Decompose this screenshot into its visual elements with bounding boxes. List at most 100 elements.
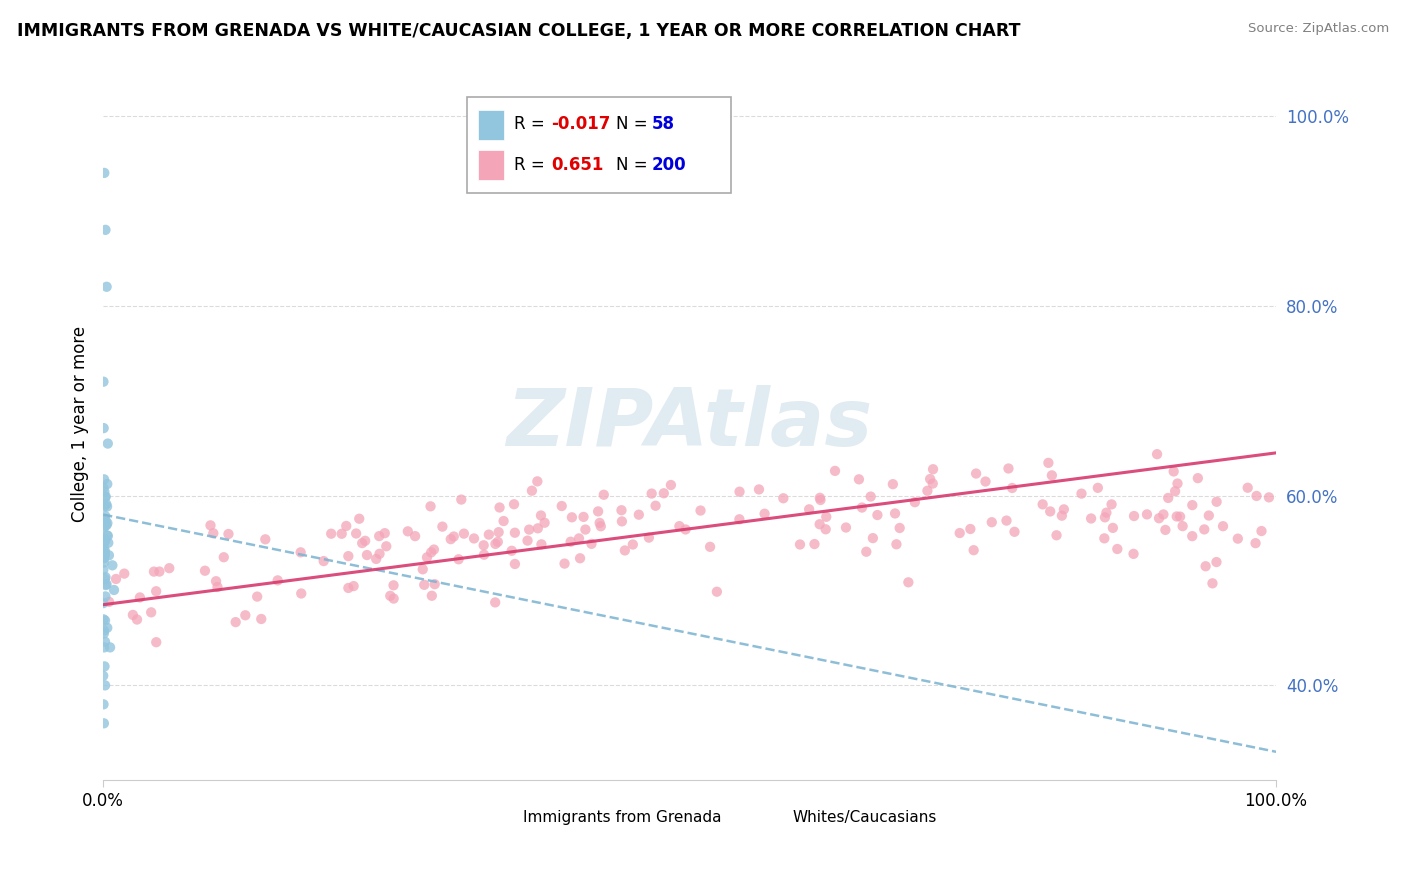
Point <box>1101 497 1123 511</box>
Point <box>93 500 115 514</box>
Point <box>93 624 115 638</box>
Point <box>586 504 609 518</box>
Point <box>789 537 811 551</box>
FancyBboxPatch shape <box>467 97 731 193</box>
Point <box>1181 529 1204 543</box>
Point <box>974 475 997 489</box>
Point <box>675 523 697 537</box>
Point <box>478 527 501 541</box>
Point <box>568 532 591 546</box>
Point <box>995 514 1018 528</box>
Point <box>98 640 121 655</box>
Point <box>963 543 986 558</box>
Point <box>659 478 682 492</box>
Point <box>440 532 463 546</box>
Point <box>94 490 117 504</box>
Point <box>93 520 115 534</box>
Point <box>706 584 728 599</box>
Point <box>423 577 446 591</box>
Point <box>808 491 831 505</box>
Point <box>266 574 288 588</box>
Point <box>949 526 972 541</box>
Point <box>589 519 612 533</box>
Point <box>344 526 367 541</box>
Point <box>472 548 495 562</box>
Point <box>97 549 120 563</box>
Point <box>404 529 426 543</box>
Point <box>610 503 633 517</box>
Point <box>1039 504 1062 518</box>
Point <box>808 517 831 532</box>
Point <box>94 514 117 528</box>
Point <box>93 698 115 712</box>
Point <box>748 483 770 497</box>
Point <box>1198 508 1220 523</box>
Text: R =: R = <box>513 155 550 174</box>
Point <box>689 503 711 517</box>
Point <box>1154 523 1177 537</box>
FancyBboxPatch shape <box>478 110 505 140</box>
Point <box>94 570 117 584</box>
Point <box>980 515 1002 529</box>
Point <box>965 467 987 481</box>
Point <box>93 481 115 495</box>
Point <box>101 558 124 573</box>
Point <box>94 509 117 524</box>
Text: 0.651: 0.651 <box>551 155 603 174</box>
Point <box>145 584 167 599</box>
Point <box>886 537 908 551</box>
Point <box>349 512 371 526</box>
Point <box>1212 519 1234 533</box>
Point <box>94 590 117 604</box>
Point <box>1050 508 1073 523</box>
Point <box>1168 509 1191 524</box>
Point <box>1258 491 1281 505</box>
Point <box>432 519 454 533</box>
Point <box>337 549 360 563</box>
Point <box>486 534 509 549</box>
Point <box>1236 481 1258 495</box>
Text: 200: 200 <box>652 155 686 174</box>
Point <box>368 529 391 543</box>
Point <box>551 499 574 513</box>
Point <box>1094 510 1116 524</box>
Text: -0.017: -0.017 <box>551 115 610 133</box>
Point <box>848 472 870 486</box>
Point <box>917 483 939 498</box>
Point <box>1163 465 1185 479</box>
Point <box>93 532 115 546</box>
Point <box>728 512 751 526</box>
Point <box>503 557 526 571</box>
Point <box>96 516 118 530</box>
Point <box>1181 498 1204 512</box>
Point <box>94 614 117 628</box>
Point <box>246 590 269 604</box>
Point <box>1194 523 1216 537</box>
Point <box>1032 497 1054 511</box>
Point <box>368 547 391 561</box>
Text: N =: N = <box>616 115 652 133</box>
Point <box>1045 528 1067 542</box>
Text: IMMIGRANTS FROM GRENADA VS WHITE/CAUCASIAN COLLEGE, 1 YEAR OR MORE CORRELATION C: IMMIGRANTS FROM GRENADA VS WHITE/CAUCASI… <box>17 22 1021 40</box>
Point <box>610 515 633 529</box>
Point <box>93 563 115 577</box>
Point <box>420 589 443 603</box>
Point <box>851 500 873 515</box>
Point <box>450 492 472 507</box>
Point <box>352 536 374 550</box>
Point <box>1092 532 1115 546</box>
Point <box>884 507 907 521</box>
Point <box>225 615 247 629</box>
Point <box>96 497 118 511</box>
Y-axis label: College, 1 year or more: College, 1 year or more <box>72 326 89 523</box>
Point <box>569 551 592 566</box>
Point <box>897 575 920 590</box>
Point <box>516 533 538 548</box>
Point <box>527 521 550 535</box>
Point <box>374 526 396 541</box>
Point <box>652 486 675 500</box>
Point <box>463 532 485 546</box>
Point <box>1166 476 1188 491</box>
Point <box>859 490 882 504</box>
Text: Source: ZipAtlas.com: Source: ZipAtlas.com <box>1249 22 1389 36</box>
